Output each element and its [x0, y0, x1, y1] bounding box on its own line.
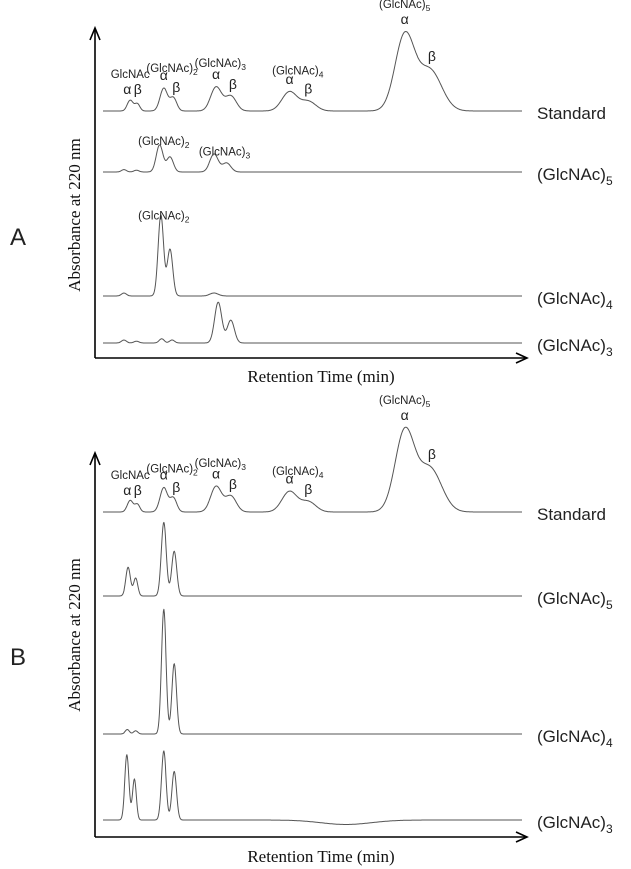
- peak-label-beta: β: [172, 79, 180, 95]
- trace-standard: [103, 426, 522, 513]
- x-axis-arrow: [515, 352, 529, 364]
- panel-b: B Retention Time (min) Absorbance at 220 n…: [10, 395, 613, 866]
- peak-label-beta: β: [304, 80, 312, 96]
- peak-label-alpha: α: [285, 71, 293, 87]
- x-axis-arrow: [515, 831, 529, 843]
- peak-label-beta: β: [229, 476, 237, 492]
- trace-glcnac-4: [103, 608, 522, 735]
- peak-label-glcnac-3: (GlcNAc)3: [195, 458, 247, 472]
- series-label-glcnac-3: (GlcNAc)3: [537, 813, 613, 836]
- peak-label-glcnac-3: (GlcNAc)3: [195, 58, 247, 72]
- peak-label-glcnac: GlcNAc: [111, 470, 150, 482]
- series-label-glcnac-3: (GlcNAc)3: [537, 336, 613, 359]
- peak-label-beta: β: [134, 482, 142, 498]
- peak-label-glcnac-2: (GlcNAc)2: [138, 211, 190, 225]
- peak-label-alpha: α: [160, 67, 168, 83]
- y-axis-label: Absorbance at 220 nm: [65, 138, 84, 291]
- series-label-glcnac-5: (GlcNAc)5: [537, 589, 613, 612]
- x-axis-label: Retention Time (min): [247, 367, 394, 386]
- series-label-standard: Standard: [537, 104, 606, 123]
- peak-label-beta: β: [428, 446, 436, 462]
- series-label-glcnac-5: (GlcNAc)5: [537, 165, 613, 188]
- panel-label: B: [10, 644, 26, 671]
- series-label-standard: Standard: [537, 505, 606, 524]
- peak-label-beta: β: [134, 81, 142, 97]
- panel-a: A Retention Time (min) Absorbance at 220 n…: [10, 0, 613, 386]
- peak-label-alpha: α: [123, 482, 131, 498]
- trace-glcnac-3: [103, 750, 522, 825]
- x-axis-label: Retention Time (min): [247, 847, 394, 866]
- peak-label-glcnac-5: (GlcNAc)5: [379, 0, 431, 13]
- peak-label-glcnac-4: (GlcNAc)4: [272, 466, 324, 480]
- peak-label-glcnac-2: (GlcNAc)2: [146, 463, 198, 477]
- series-label-glcnac-4: (GlcNAc)4: [537, 289, 613, 312]
- trace-standard: [103, 31, 522, 112]
- peak-label-beta: β: [172, 479, 180, 495]
- peak-label-alpha: α: [285, 471, 293, 487]
- trace-glcnac-5: [103, 144, 522, 173]
- y-axis-label: Absorbance at 220 nm: [65, 558, 84, 711]
- peak-label-alpha: α: [401, 11, 409, 27]
- peak-label-alpha: α: [212, 66, 220, 82]
- trace-glcnac-4: [103, 214, 522, 297]
- trace-glcnac-3: [103, 301, 522, 344]
- peak-label-glcnac-2: (GlcNAc)2: [146, 63, 198, 77]
- panel-label: A: [10, 224, 26, 251]
- peak-label-glcnac: GlcNAc: [111, 69, 150, 81]
- peak-label-alpha: α: [401, 407, 409, 423]
- peak-label-alpha: α: [123, 81, 131, 97]
- peak-label-glcnac-3: (GlcNAc)3: [199, 147, 251, 161]
- peak-label-beta: β: [428, 48, 436, 64]
- peak-label-alpha: α: [160, 467, 168, 483]
- y-axis-arrow: [89, 25, 101, 41]
- peak-label-glcnac-5: (GlcNAc)5: [379, 395, 431, 409]
- peak-label-alpha: α: [212, 465, 220, 481]
- peak-label-glcnac-2: (GlcNAc)2: [138, 136, 190, 150]
- y-axis-arrow: [89, 450, 101, 466]
- peak-label-glcnac-4: (GlcNAc)4: [272, 66, 324, 80]
- peak-label-beta: β: [304, 481, 312, 497]
- trace-glcnac-5: [103, 521, 522, 597]
- peak-label-beta: β: [229, 76, 237, 92]
- series-label-glcnac-4: (GlcNAc)4: [537, 727, 613, 750]
